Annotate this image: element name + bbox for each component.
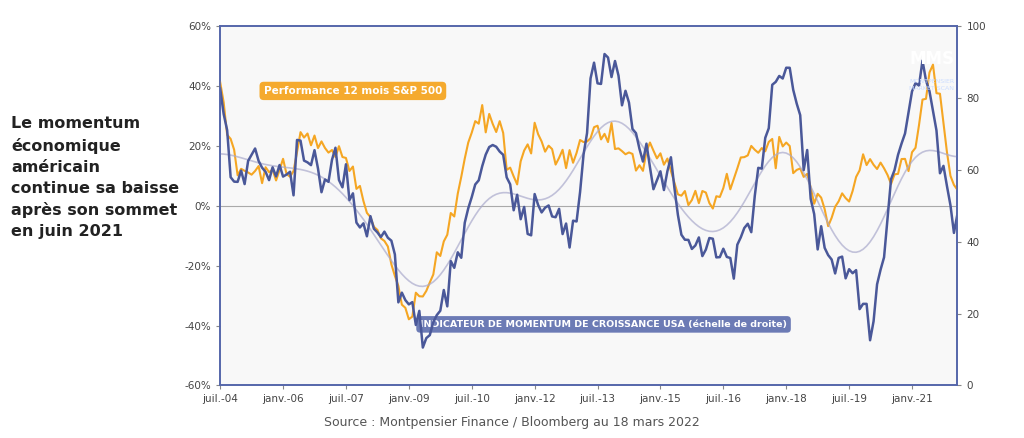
Text: Le momentum
économique
américain
continue sa baisse
après son sommet
en juin 202: Le momentum économique américain continu… (11, 116, 179, 239)
Text: Performance 12 mois S&P 500: Performance 12 mois S&P 500 (264, 86, 442, 96)
Text: MMS: MMS (909, 50, 954, 68)
Text: 49: 49 (972, 371, 999, 389)
Text: MONTPENSIER
MARKET SCAN: MONTPENSIER MARKET SCAN (909, 79, 954, 91)
Text: Source : Montpensier Finance / Bloomberg au 18 mars 2022: Source : Montpensier Finance / Bloomberg… (325, 416, 699, 429)
Text: INDICATEUR DE MOMENTUM DE CROISSANCE USA (échelle de droite): INDICATEUR DE MOMENTUM DE CROISSANCE USA… (420, 320, 787, 329)
